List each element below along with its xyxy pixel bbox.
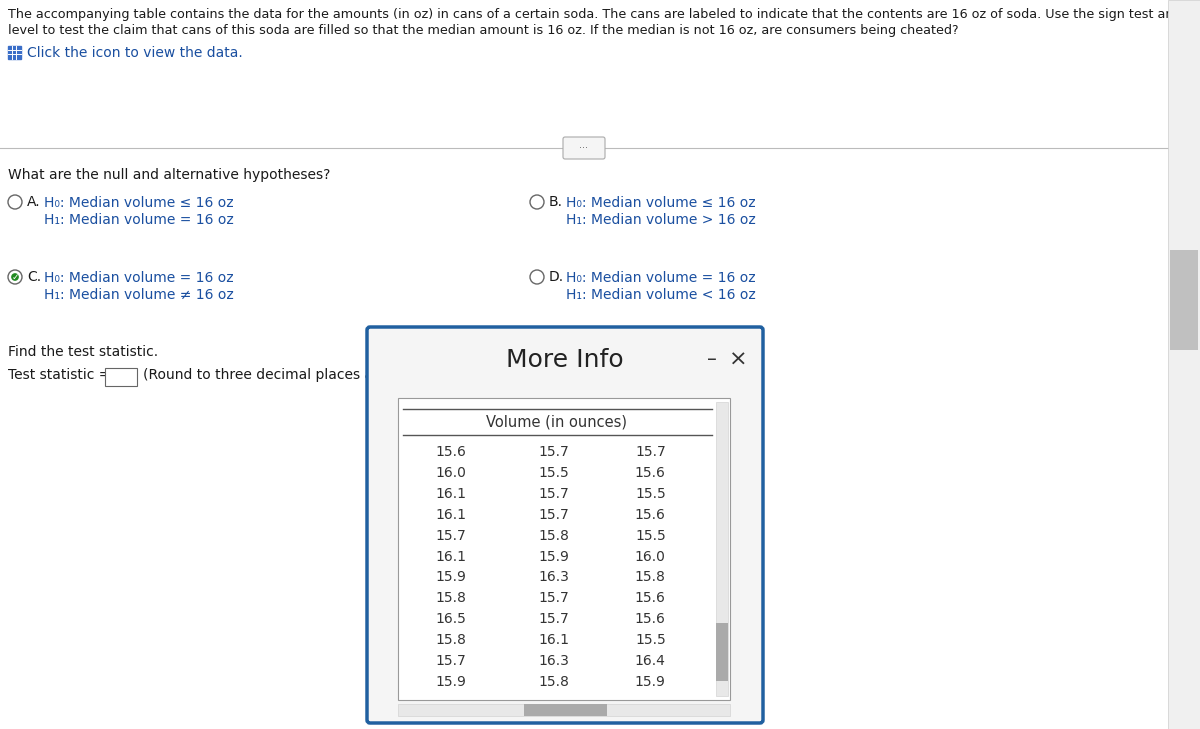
Bar: [398, 704, 730, 716]
Text: 15.5: 15.5: [539, 467, 570, 480]
Text: H₁: Median volume ≠ 16 oz: H₁: Median volume ≠ 16 oz: [44, 288, 234, 302]
Text: H₀: Median volume = 16 oz: H₀: Median volume = 16 oz: [566, 271, 756, 285]
Bar: [8, 46, 22, 59]
Text: 15.6: 15.6: [635, 508, 666, 522]
Text: 16.0: 16.0: [436, 467, 467, 480]
Text: 16.1: 16.1: [539, 633, 570, 647]
Text: Click the icon to view the data.: Click the icon to view the data.: [28, 45, 242, 60]
Text: 15.7: 15.7: [635, 445, 666, 459]
Text: 15.8: 15.8: [436, 591, 467, 605]
Text: 16.3: 16.3: [539, 570, 570, 585]
Bar: [372, 332, 758, 387]
Text: More Info: More Info: [506, 348, 624, 372]
Text: 16.1: 16.1: [436, 487, 467, 501]
Text: 16.5: 16.5: [436, 612, 467, 626]
Text: Find the test statistic.: Find the test statistic.: [8, 345, 158, 359]
Circle shape: [8, 195, 22, 209]
Text: A.: A.: [28, 195, 41, 209]
Text: H₀: Median volume ≤ 16 oz: H₀: Median volume ≤ 16 oz: [566, 196, 756, 210]
Text: 15.7: 15.7: [539, 487, 570, 501]
Text: 15.9: 15.9: [539, 550, 570, 564]
Bar: [716, 402, 728, 696]
Circle shape: [530, 270, 544, 284]
Circle shape: [8, 270, 22, 284]
Text: 15.7: 15.7: [436, 654, 467, 668]
Text: –: –: [707, 350, 716, 369]
Bar: [398, 398, 730, 700]
Text: 15.8: 15.8: [635, 570, 666, 585]
Text: What are the null and alternative hypotheses?: What are the null and alternative hypoth…: [8, 168, 330, 182]
Text: 15.9: 15.9: [436, 570, 467, 585]
Text: 15.5: 15.5: [635, 487, 666, 501]
Circle shape: [530, 195, 544, 209]
Text: 15.8: 15.8: [436, 633, 467, 647]
Text: 15.6: 15.6: [635, 467, 666, 480]
Text: level to test the claim that cans of this soda are filled so that the median amo: level to test the claim that cans of thi…: [8, 24, 959, 37]
Text: ✓: ✓: [11, 273, 19, 281]
Bar: [1170, 250, 1198, 350]
Text: Test statistic =: Test statistic =: [8, 368, 110, 382]
Text: 15.6: 15.6: [436, 445, 467, 459]
Text: B.: B.: [550, 195, 563, 209]
Text: 15.5: 15.5: [635, 529, 666, 543]
Text: 15.7: 15.7: [539, 445, 570, 459]
Text: 15.9: 15.9: [436, 674, 467, 689]
Text: 15.8: 15.8: [539, 529, 570, 543]
Bar: [1168, 0, 1200, 729]
FancyBboxPatch shape: [367, 327, 763, 723]
Bar: [716, 623, 728, 682]
Text: 16.1: 16.1: [436, 508, 467, 522]
Text: 15.8: 15.8: [539, 674, 570, 689]
Text: Volume (in ounces): Volume (in ounces): [486, 415, 626, 429]
Text: H₁: Median volume = 16 oz: H₁: Median volume = 16 oz: [44, 213, 234, 227]
Text: H₁: Median volume < 16 oz: H₁: Median volume < 16 oz: [566, 288, 756, 302]
Bar: [106, 368, 137, 386]
Text: C.: C.: [28, 270, 41, 284]
Text: H₁: Median volume > 16 oz: H₁: Median volume > 16 oz: [566, 213, 756, 227]
Text: 15.7: 15.7: [539, 591, 570, 605]
Text: The accompanying table contains the data for the amounts (in oz) in cans of a ce: The accompanying table contains the data…: [8, 8, 1200, 21]
Text: 15.7: 15.7: [539, 612, 570, 626]
Text: (Round to three decimal places as needed.): (Round to three decimal places as needed…: [143, 368, 446, 382]
Text: H₀: Median volume ≤ 16 oz: H₀: Median volume ≤ 16 oz: [44, 196, 234, 210]
Circle shape: [11, 273, 19, 281]
Text: 15.6: 15.6: [635, 612, 666, 626]
Text: 16.1: 16.1: [436, 550, 467, 564]
Text: 16.4: 16.4: [635, 654, 666, 668]
Text: D.: D.: [550, 270, 564, 284]
Text: 15.7: 15.7: [436, 529, 467, 543]
Text: □: □: [716, 402, 726, 412]
Text: H₀: Median volume = 16 oz: H₀: Median volume = 16 oz: [44, 271, 234, 285]
Text: 15.6: 15.6: [635, 591, 666, 605]
Text: 16.0: 16.0: [635, 550, 666, 564]
Text: ···: ···: [580, 143, 588, 153]
Bar: [524, 704, 607, 716]
FancyBboxPatch shape: [563, 137, 605, 159]
Text: ×: ×: [728, 349, 748, 370]
Text: 16.3: 16.3: [539, 654, 570, 668]
Text: 15.7: 15.7: [539, 508, 570, 522]
Text: 15.5: 15.5: [635, 633, 666, 647]
Text: 15.9: 15.9: [635, 674, 666, 689]
